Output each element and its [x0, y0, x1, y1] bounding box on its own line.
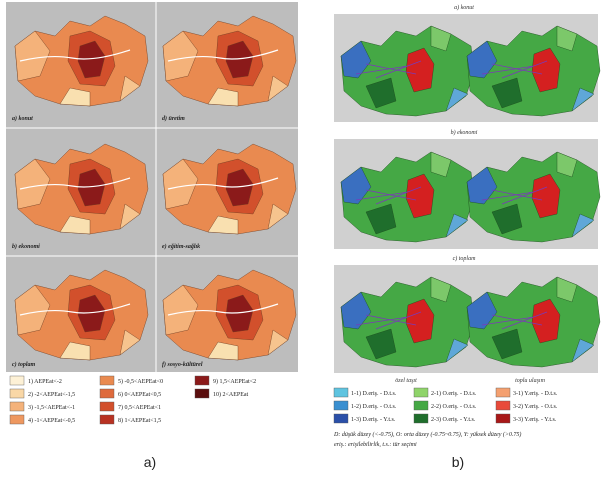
section-title: a) konut: [454, 4, 474, 11]
map-label: c) toplam: [12, 361, 35, 368]
column-header: özel taşıt: [395, 378, 417, 384]
map-label: d) üretim: [162, 115, 185, 122]
caption: a): [144, 454, 156, 470]
legend-label: 2-3) O.eriş. - Y.t.s.: [431, 416, 476, 423]
legend-label: 2-2) O.eriş. - O.t.s.: [431, 403, 477, 410]
legend-label: 6) 0<AEPEat<0,5: [118, 391, 161, 398]
map-label: a) konut: [12, 115, 33, 122]
legend-label: 8) 1<AEPEat<1,5: [118, 417, 161, 424]
legend-label: 3-2) Y.eriş. - O.t.s.: [513, 403, 558, 410]
legend-label: 1-2) D.eriş. - O.t.s.: [351, 403, 397, 410]
legend-label: 1) AEPEat<-2: [28, 378, 62, 385]
column-header: toplu ulaşım: [515, 378, 546, 384]
legend-label: 3-1) Y.eriş. - D.t.s.: [513, 390, 558, 397]
caption: b): [452, 454, 464, 470]
legend-label: 1-1) D.eriş. - D.t.s.: [351, 390, 397, 397]
map-label: f) sosyo-kültürel: [162, 361, 203, 368]
legend-label: 2-1) O.eriş. - D.t.s.: [431, 390, 477, 397]
legend-label: 2) -2<AEPEat<-1,5: [28, 391, 75, 398]
map-label: b) ekonomi: [12, 243, 40, 250]
note: D: düşük düzey (<-0.75), O: orta düzey (…: [333, 431, 521, 438]
section-title: b) ekonomi: [451, 129, 478, 136]
note: eriş.: erişilebilirlik, t.s.: tür seçimi: [334, 442, 417, 448]
legend-label: 3-3) Y.eriş. - Y.t.s.: [513, 416, 557, 423]
legend-label: 1-3) D.eriş. - Y.t.s.: [351, 416, 396, 423]
section-title: c) toplam: [453, 255, 476, 262]
legend-label: 5) -0,5<AEPEat<0: [118, 378, 163, 385]
legend-label: 10) 2<AEPEat: [213, 391, 249, 398]
legend-label: 3) -1,5<AEPEat<-1: [28, 404, 75, 411]
legend-label: 7) 0,5<AEPEat<1: [118, 404, 161, 411]
figure: a) konut d) üretim b) ekonomi e) eğitim-…: [0, 0, 601, 496]
map-label: e) eğitim-sağlık: [162, 243, 200, 250]
legend-label: 4) -1<AEPEat<-0,5: [28, 417, 75, 424]
legend-label: 9) 1,5<AEPEat<2: [213, 378, 256, 385]
